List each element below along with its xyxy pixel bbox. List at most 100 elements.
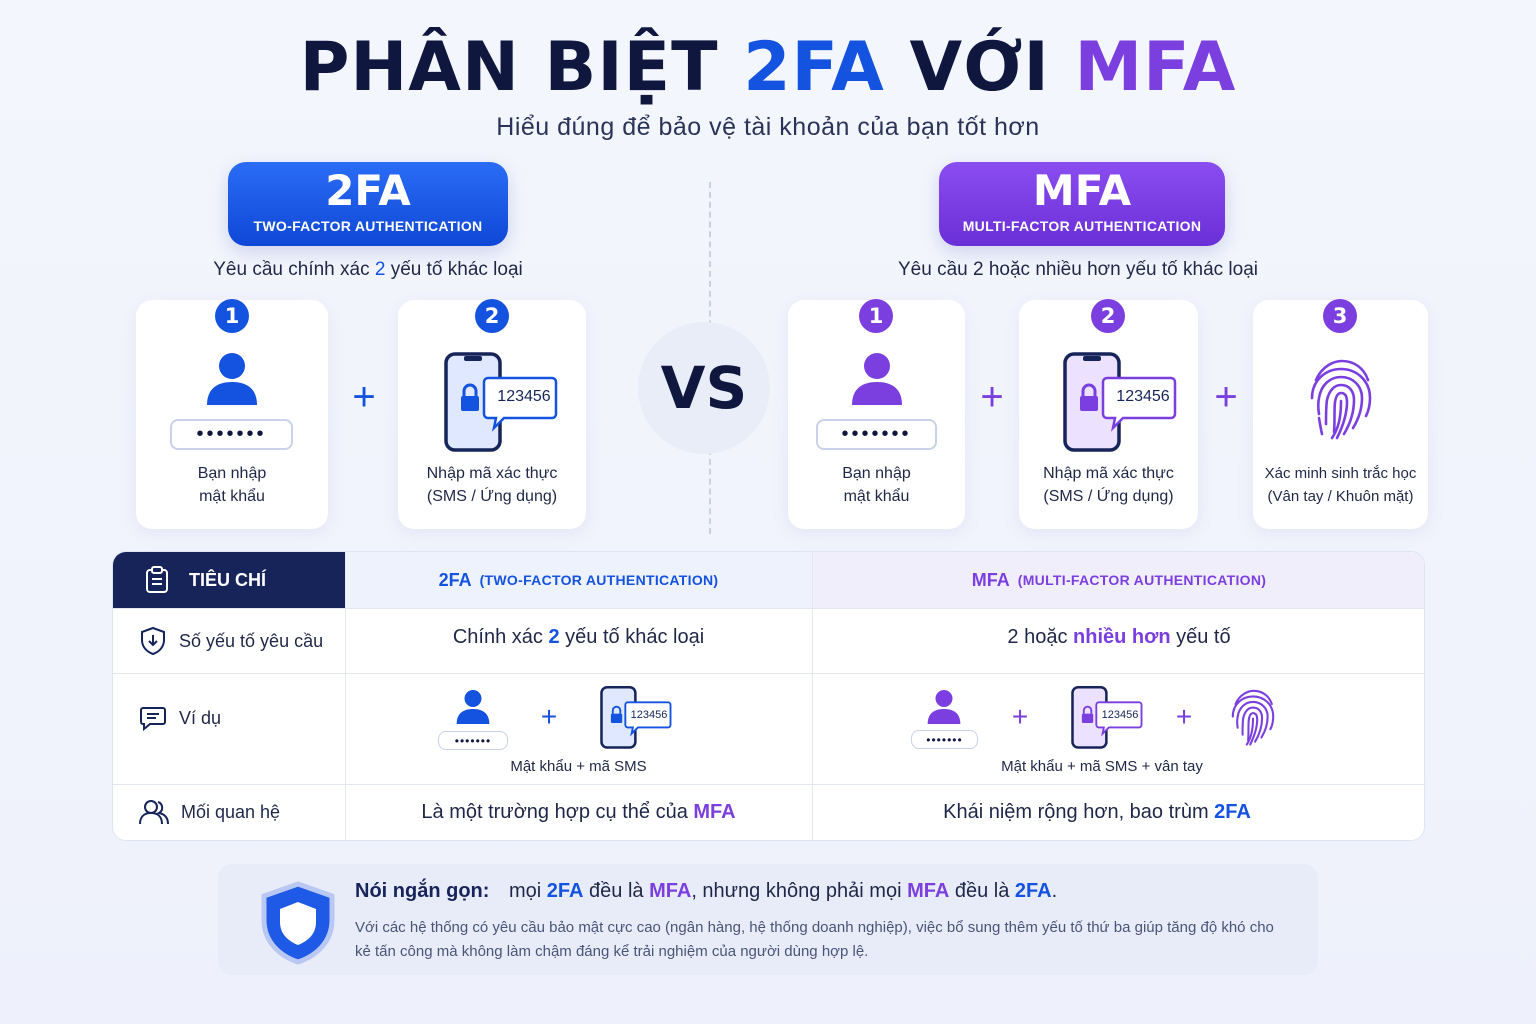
row-divider	[113, 784, 1424, 785]
row-label-text: Ví dụ	[179, 707, 222, 728]
step-number: 3	[1323, 299, 1357, 333]
card-mfa-biometric: 3 Xác minh sinh trắc học (Vân tay / Khuô…	[1253, 299, 1428, 529]
clipboard-icon	[146, 566, 168, 593]
card-mfa-code: 2 123456 Nhập mã xác thực (SMS / Ứng dụn…	[1019, 299, 1198, 529]
cell-mfa-factors: 2 hoặc nhiều hơn yếu tố	[812, 626, 1424, 649]
fingerprint-icon	[1310, 359, 1372, 440]
summary-note: Nói ngắn gọn: mọi 2FA đều là MFA, nhưng …	[218, 864, 1318, 975]
password-field-illustration: •••••••	[438, 731, 508, 750]
code-text: 123456	[630, 709, 668, 721]
row-label-text: Số yếu tố yêu cầu	[179, 630, 324, 651]
cell-2fa-factors: Chính xác 2 yếu tố khác loại	[345, 626, 812, 649]
page-title: PHÂN BIỆT 2FA VỚI MFA	[0, 28, 1536, 107]
table-row-example-label: Ví dụ	[139, 704, 221, 732]
cell-text-pre: Chính xác	[452, 626, 543, 648]
summary-text: .	[1051, 880, 1058, 902]
summary-body: Với các hệ thống có yêu cầu bảo mật cực …	[355, 919, 1274, 960]
phone-sms-icon	[444, 352, 558, 452]
table-row-factors-label: Số yếu tố yêu cầu	[139, 626, 323, 656]
summary-lead: Nói ngắn gọn:	[355, 880, 490, 902]
title-part1: PHÂN BIỆT	[299, 28, 719, 107]
card-2fa-password: 1 ••••••• Bạn nhập mật khẩu	[136, 299, 328, 529]
vs-badge: VS	[638, 322, 770, 454]
user-icon	[852, 353, 902, 405]
summary-text: mọi	[508, 880, 542, 902]
card-label-line2: mật khẩu	[843, 488, 910, 505]
row-label-text: Mối quan hệ	[181, 801, 281, 822]
cell-text-highlight: 2FA	[1214, 801, 1251, 823]
cell-text-post: yếu tố khác loại	[565, 626, 705, 648]
cell-text-highlight: MFA	[693, 801, 736, 823]
step-number: 2	[475, 299, 509, 333]
badge-mfa-subtitle: MULTI-FACTOR AUTHENTICATION	[962, 218, 1202, 234]
card-label: Bạn nhập mật khẩu	[136, 462, 328, 508]
card-label-line2: mật khẩu	[199, 488, 265, 505]
user-icon	[456, 690, 490, 724]
table-row-relation-label: Mối quan hệ	[139, 799, 280, 825]
shield-check-icon	[141, 626, 165, 656]
summary-text: đều là	[954, 880, 1010, 902]
badge-mfa: MFA MULTI-FACTOR AUTHENTICATION	[939, 162, 1225, 246]
plus-sign: +	[980, 375, 1004, 419]
card-label: Nhập mã xác thực (SMS / Ứng dụng)	[1019, 462, 1198, 508]
card-label: Nhập mã xác thực (SMS / Ứng dụng)	[398, 462, 586, 508]
table-header-2fa: 2FA (TWO-FACTOR AUTHENTICATION)	[345, 552, 812, 608]
comparison-table: TIÊU CHÍ 2FA (TWO-FACTOR AUTHENTICATION)…	[112, 551, 1425, 841]
plus-sign: +	[1175, 701, 1193, 732]
cell-2fa-relation: Là một trường hợp cụ thể của MFA	[345, 801, 812, 824]
code-text: 123456	[1101, 709, 1139, 721]
card-label-line1: Nhập mã xác thực	[1043, 465, 1174, 482]
user-icon	[927, 690, 961, 724]
card-label: Bạn nhập mật khẩu	[788, 462, 965, 508]
step-number: 1	[859, 299, 893, 333]
requirement-2fa-post: yếu tố khác loại	[390, 259, 523, 280]
badge-2fa-title: 2FA	[325, 166, 411, 215]
cell-text-highlight: 2	[548, 626, 560, 648]
fingerprint-icon	[1231, 689, 1275, 746]
summary-mfa: MFA	[907, 880, 950, 902]
step-number: 2	[1091, 299, 1125, 333]
column-divider	[812, 552, 813, 840]
card-label-line2: (Vân tay / Khuôn mặt)	[1267, 488, 1414, 505]
phone-sms-icon	[1063, 352, 1177, 452]
summary-headline: Nói ngắn gọn: mọi 2FA đều là MFA, nhưng …	[355, 880, 1057, 903]
badge-2fa-subtitle: TWO-FACTOR AUTHENTICATION	[253, 218, 483, 234]
phone-sms-icon	[1071, 686, 1143, 749]
code-text: 123456	[1116, 388, 1170, 405]
cell-text-highlight: nhiều hơn	[1073, 626, 1171, 648]
cell-mfa-relation: Khái niệm rộng hơn, bao trùm 2FA	[812, 801, 1382, 824]
card-label-line1: Bạn nhập	[842, 465, 911, 482]
summary-text: , nhưng không phải mọi	[691, 880, 902, 902]
table-header-criteria: TIÊU CHÍ	[113, 552, 345, 608]
header-mfa-sub: (MULTI-FACTOR AUTHENTICATION)	[1017, 572, 1267, 588]
user-icon	[207, 353, 257, 405]
table-header-mfa: MFA (MULTI-FACTOR AUTHENTICATION)	[812, 552, 1424, 608]
title-mfa: MFA	[1074, 28, 1237, 107]
card-2fa-code: 2 123456 Nhập mã xác thực (SMS / Ứng dụn…	[398, 299, 586, 529]
cell-text-post: yếu tố	[1176, 626, 1231, 648]
card-mfa-password: 1 ••••••• Bạn nhập mật khẩu	[788, 299, 965, 529]
password-field-illustration: •••••••	[816, 419, 937, 450]
card-label-line1: Xác minh sinh trắc học	[1264, 465, 1417, 482]
subtitle: Hiểu đúng để bảo vệ tài khoản của bạn tố…	[496, 113, 1040, 141]
card-label-line2: (SMS / Ứng dụng)	[1043, 488, 1174, 505]
card-label-line1: Bạn nhập	[197, 465, 267, 482]
row-divider	[113, 608, 1424, 609]
summary-2fa: 2FA	[1014, 880, 1052, 902]
plus-sign: +	[540, 701, 558, 732]
card-label-line1: Nhập mã xác thực	[426, 465, 558, 482]
cell-text-pre: Khái niệm rộng hơn, bao trùm	[943, 801, 1209, 823]
step-number: 1	[215, 299, 249, 333]
summary-2fa: 2FA	[546, 880, 584, 902]
requirement-2fa-pre: Yêu cầu chính xác	[213, 259, 370, 280]
header-criteria-label: TIÊU CHÍ	[189, 569, 267, 590]
example-mfa-caption: Mật khẩu + mã SMS + vân tay	[1001, 758, 1203, 775]
badge-mfa-title: MFA	[1032, 166, 1132, 215]
cell-text-pre: 2 hoặc	[1007, 626, 1068, 648]
password-field-illustration: •••••••	[911, 730, 978, 749]
card-label-line2: (SMS / Ứng dụng)	[426, 488, 558, 505]
header-2fa-label: 2FA	[438, 569, 472, 590]
header-2fa-sub: (TWO-FACTOR AUTHENTICATION)	[479, 572, 719, 588]
chat-icon	[140, 707, 166, 732]
header-mfa-label: MFA	[971, 569, 1010, 590]
